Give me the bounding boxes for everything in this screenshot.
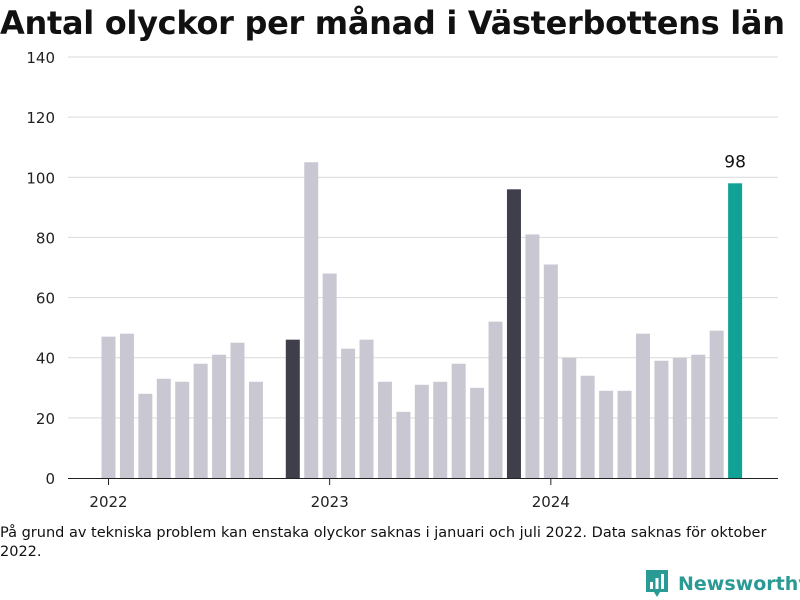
y-tick-label: 0 [45,470,55,488]
bar-2022-08 [230,342,245,478]
x-tick-label: 2023 [311,493,349,511]
y-tick-label: 140 [26,49,55,67]
data-label-2024-11: 98 [724,152,746,172]
footnote: På grund av tekniska problem kan enstaka… [0,525,767,560]
newsworthy-logo-icon [646,570,668,597]
bar-2024-02 [562,357,577,478]
bar-2023-06 [414,384,429,478]
bar-2023-11 [506,189,521,479]
bar-2024-09 [691,354,706,478]
bar-2022-06 [193,363,208,478]
bar-2023-01 [322,273,337,478]
bar-2024-05 [617,390,632,478]
bar-2022-02 [119,333,134,478]
y-tick-label: 40 [36,350,55,368]
brand-name: Newsworthy [678,573,800,595]
bar-2022-12 [304,162,319,478]
bar-2023-10 [488,321,503,478]
bar-2023-05 [396,411,411,478]
y-tick-label: 100 [26,169,55,187]
bar-2024-11 [728,183,743,479]
bar-2024-07 [654,360,669,478]
bar-2023-07 [433,381,448,478]
bar-2022-03 [138,393,153,478]
annotations: 98 [724,152,746,172]
x-axis: 2022 2023 2024 [68,478,778,511]
bar-2023-03 [359,339,374,478]
bar-2023-08 [451,363,466,478]
y-tick-label: 120 [26,109,55,127]
bar-2022-09 [248,381,263,478]
x-tick-label: 2024 [532,493,570,511]
chart-title: Antal olyckor per månad i Västerbottens … [0,4,785,42]
bar-2024-10 [709,330,724,478]
bar-chart: 0 20 40 60 80 100 120 140 2022 2023 2024 98 [26,49,778,511]
bar-2022-07 [212,354,227,478]
bar-2022-11 [285,339,300,478]
bar-2023-09 [470,387,485,478]
bar-2023-04 [377,381,392,478]
bar-2024-06 [635,333,650,478]
bar-2024-01 [543,264,558,478]
bars [101,162,743,479]
gridlines [68,56,778,419]
newsworthy-logo: Newsworthy [644,568,800,600]
y-axis-tick-labels: 0 20 40 60 80 100 120 140 [26,49,55,488]
y-tick-label: 80 [36,229,55,247]
y-tick-label: 20 [36,410,55,428]
bar-2022-04 [156,378,171,478]
bar-2023-12 [525,234,540,478]
bar-2022-05 [175,381,190,478]
bar-2022-01 [101,336,116,478]
bar-2024-03 [580,375,595,478]
bar-2024-08 [672,357,687,478]
y-tick-label: 60 [36,290,55,308]
bar-2024-04 [599,390,614,478]
bar-2023-02 [341,348,356,478]
x-tick-label: 2022 [89,493,127,511]
